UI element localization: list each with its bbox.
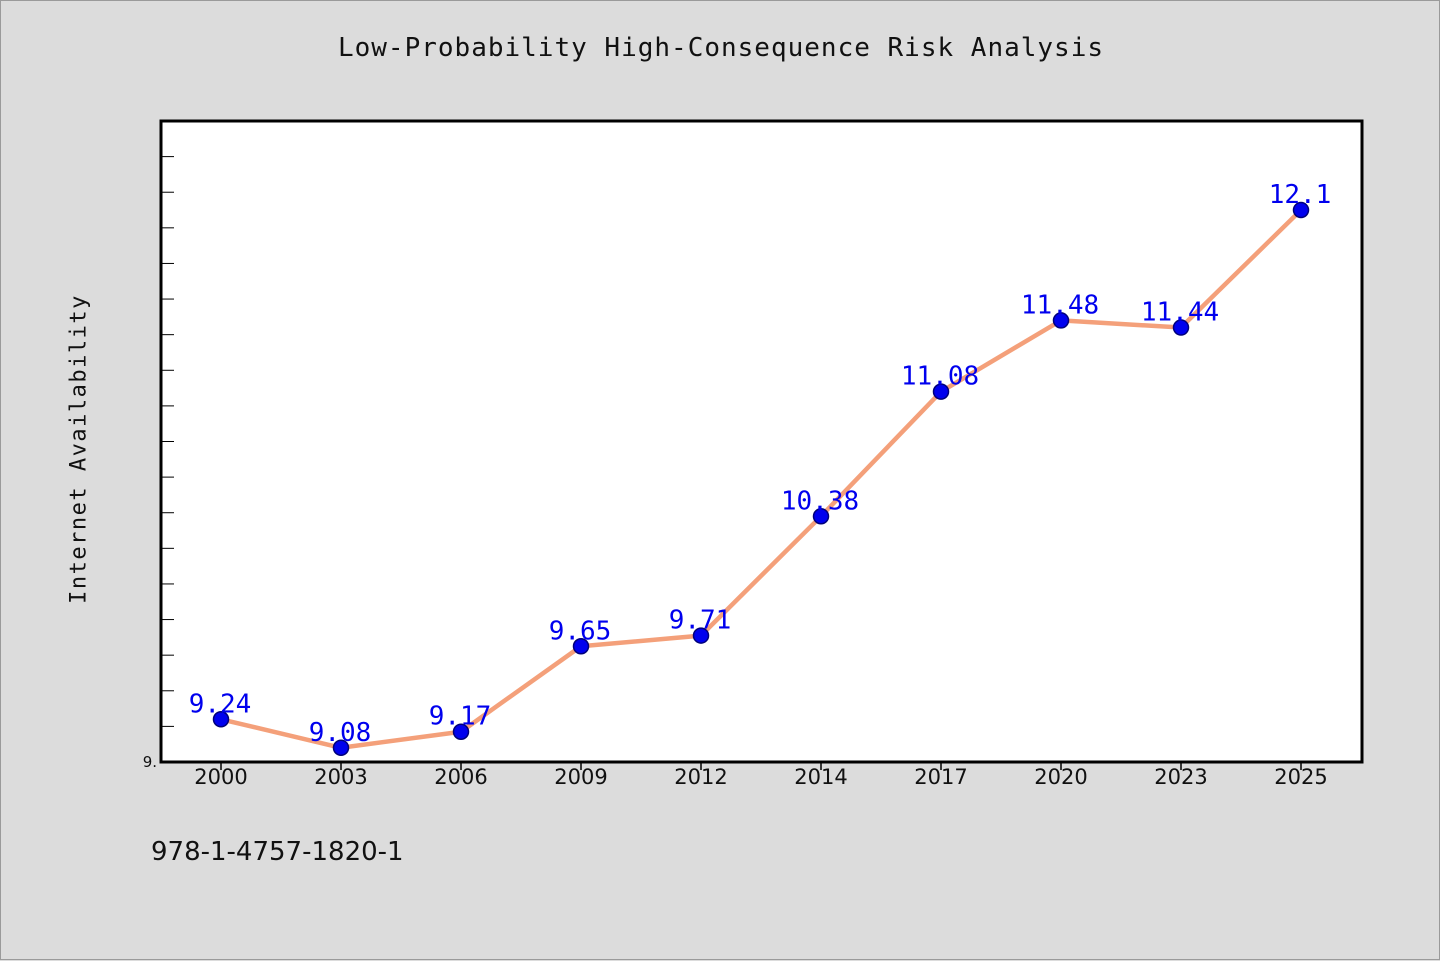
x-tick-label: 2009 — [554, 765, 607, 789]
chart-title: Low-Probability High-Consequence Risk An… — [337, 33, 1105, 63]
data-point — [452, 723, 470, 740]
x-tick-label: 2017 — [914, 765, 967, 789]
data-point — [692, 627, 710, 644]
data-label: 11.44 — [1141, 298, 1219, 328]
data-label: 9.71 — [669, 606, 732, 636]
x-tick-label: 2006 — [434, 765, 487, 789]
x-tick-label: 2025 — [1274, 765, 1327, 789]
x-tick-label: 2014 — [794, 765, 847, 789]
x-tick-label: 2020 — [1034, 765, 1087, 789]
data-label: 12.1 — [1269, 180, 1332, 210]
data-label: 11.48 — [1021, 290, 1099, 320]
data-label: 10.38 — [781, 486, 859, 516]
data-label: 9.65 — [549, 616, 612, 646]
data-label: 9.08 — [309, 718, 372, 748]
x-tick-label: 2003 — [314, 765, 367, 789]
series-line — [218, 207, 1304, 751]
data-point — [572, 638, 590, 655]
data-point — [332, 739, 350, 757]
y-tick-label: 9. — [143, 753, 157, 771]
data-point — [1052, 312, 1070, 329]
x-tick-label: 2000 — [194, 765, 247, 789]
data-point — [1292, 201, 1310, 219]
data-label: 9.24 — [189, 689, 252, 719]
data-label: 9.17 — [429, 702, 492, 732]
data-label: 11.08 — [901, 362, 979, 392]
data-point — [1172, 319, 1190, 336]
data-point — [812, 508, 830, 525]
plot-frame — [159, 119, 1364, 764]
data-point — [212, 711, 230, 728]
x-tick-label: 2023 — [1154, 765, 1207, 789]
x-tick-label: 2012 — [674, 765, 727, 789]
footer-code: 978-1-4757-1820-1 — [151, 837, 404, 867]
data-point — [932, 383, 950, 400]
